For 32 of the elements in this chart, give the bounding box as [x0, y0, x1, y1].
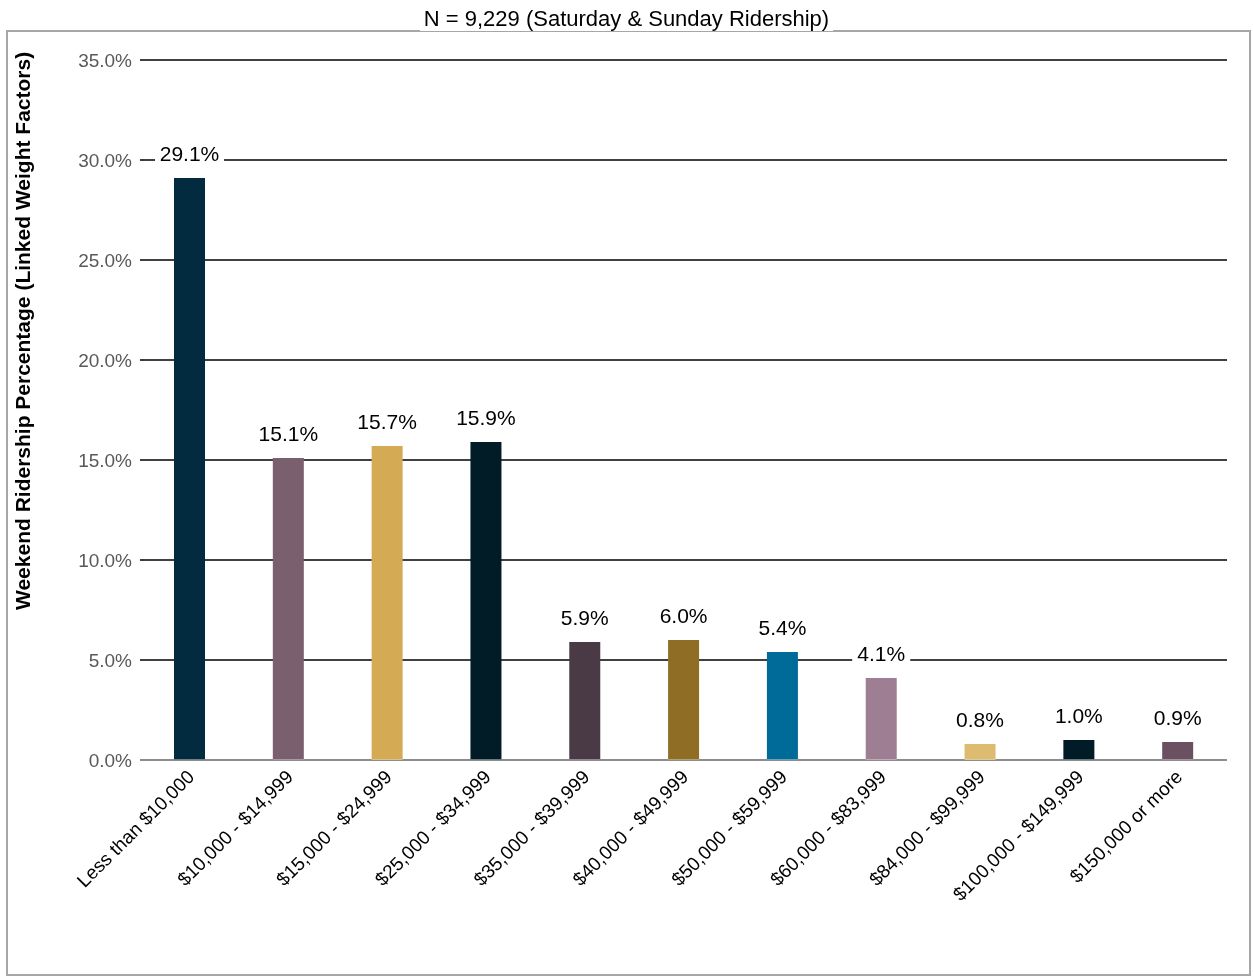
- y-tick-label: 10.0%: [78, 549, 133, 571]
- bar: [1162, 742, 1194, 760]
- data-label: 15.7%: [357, 410, 417, 433]
- y-tick-label: 35.0%: [78, 49, 133, 71]
- data-label: 6.0%: [659, 604, 708, 627]
- bar: [668, 640, 700, 760]
- data-label: 1.0%: [1054, 704, 1103, 727]
- bar: [569, 642, 601, 760]
- bar: [865, 678, 897, 760]
- bar: [470, 442, 502, 760]
- data-label: 5.4%: [758, 616, 807, 639]
- bar: [272, 458, 304, 760]
- y-tick-label: 0.0%: [88, 749, 133, 771]
- y-tick-label: 25.0%: [78, 249, 133, 271]
- data-label: 29.1%: [159, 142, 220, 165]
- data-label: 15.1%: [258, 422, 319, 445]
- bar: [766, 652, 798, 760]
- y-axis-title: Weekend Ridership Percentage (Linked Weight Factors): [11, 51, 35, 610]
- y-tick-label: 5.0%: [88, 649, 133, 671]
- bar: [964, 744, 996, 760]
- data-label: 0.9%: [1153, 706, 1202, 729]
- data-label: 5.9%: [560, 606, 609, 629]
- y-tick-label: 20.0%: [78, 349, 133, 371]
- bar: [1063, 740, 1095, 760]
- bar: [371, 446, 403, 760]
- data-label: 4.1%: [857, 642, 906, 665]
- data-label: 0.8%: [956, 708, 1004, 731]
- chart-title: N = 9,229 (Saturday & Sunday Ridership): [419, 6, 834, 31]
- y-tick-label: 15.0%: [78, 449, 133, 471]
- bar: [174, 178, 205, 760]
- data-label: 15.9%: [456, 406, 516, 429]
- y-tick-label: 30.0%: [78, 149, 133, 171]
